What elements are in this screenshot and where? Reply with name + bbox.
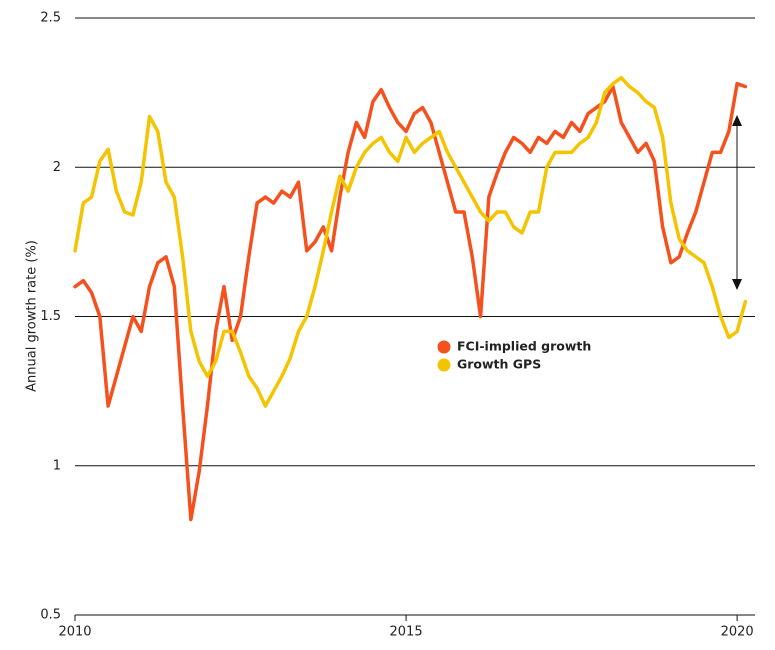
series-line	[73, 75, 748, 408]
y-tick-label: 1.5	[40, 309, 61, 324]
y-tick-label: 2	[53, 160, 61, 175]
legend: FCI-implied growth Growth GPS	[437, 339, 591, 372]
x-tick-label: 2010	[58, 625, 91, 640]
arrow-head	[732, 279, 742, 290]
series-line	[73, 81, 748, 522]
y-tick-label: 0.5	[40, 608, 61, 623]
legend-label: FCI-implied growth	[457, 339, 591, 354]
arrow-head	[732, 115, 742, 126]
y-tick-label: 2.5	[40, 11, 61, 26]
y-tick-label: 1	[53, 458, 61, 473]
legend-label: Growth GPS	[457, 357, 541, 372]
y-axis-label: Annual growth rate (%)	[25, 240, 40, 392]
legend-swatch	[437, 358, 451, 372]
x-tick-label: 2020	[721, 625, 754, 640]
x-tick-label: 2015	[390, 625, 423, 640]
gap-annotation	[732, 115, 742, 290]
legend-swatch	[437, 340, 451, 354]
